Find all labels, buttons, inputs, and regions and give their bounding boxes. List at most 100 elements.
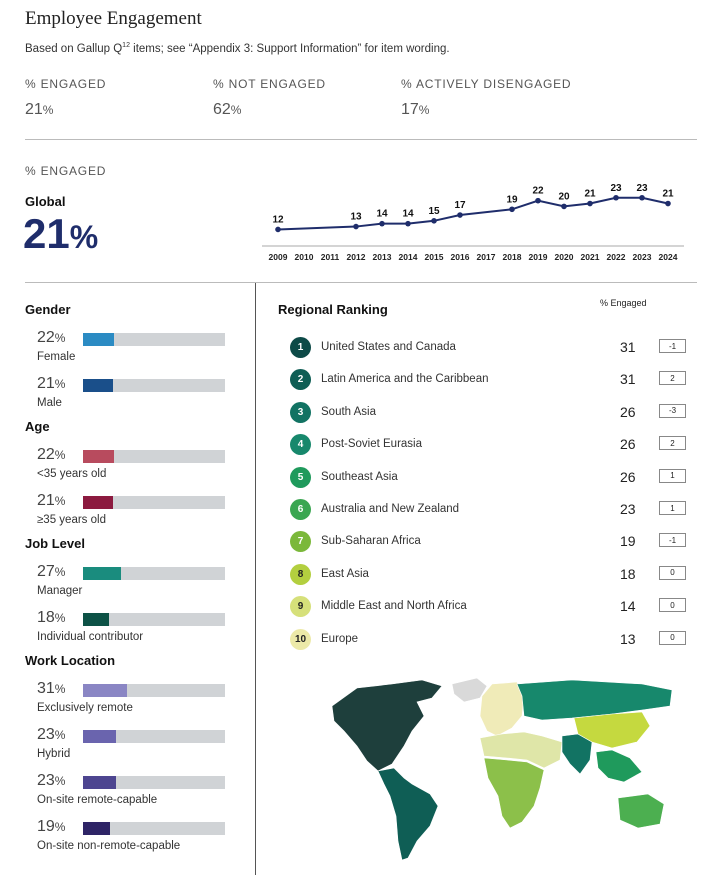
x-tick-label: 2023 [633, 252, 652, 262]
x-tick-label: 2009 [269, 252, 288, 262]
trend-point [639, 194, 645, 201]
demographic-percent: 23% [37, 772, 66, 789]
world-map [331, 677, 673, 861]
trend-point [561, 203, 567, 210]
trend-data-label: 15 [428, 206, 440, 217]
rank-change-badge: 1 [659, 501, 686, 515]
rank-badge: 5 [290, 466, 311, 488]
demographic-bar-track [83, 379, 225, 392]
trend-point [275, 226, 281, 233]
region-engaged-value: 31 [620, 339, 636, 355]
demographic-bar-track [83, 613, 225, 626]
region-engaged-value: 31 [620, 371, 636, 388]
ranking-row: 5 Southeast Asia 26 1 [290, 466, 690, 489]
divider [25, 139, 697, 140]
region-engaged-value: 14 [620, 598, 636, 615]
map-region-greenland [451, 677, 488, 703]
region-name: United States and Canada [321, 341, 456, 353]
demographic-bar-track [83, 730, 225, 743]
demographic-percent: 31% [37, 680, 66, 697]
demographic-bar-fill [83, 613, 109, 626]
map-region-sub-saharan [483, 757, 545, 829]
demographic-percent: 21% [37, 375, 66, 392]
rank-change-badge: 0 [659, 630, 686, 645]
demographic-label: Exclusively remote [37, 702, 133, 714]
demographic-label: On-site non-remote-capable [37, 840, 181, 852]
trend-point [509, 206, 515, 213]
region-engaged-value: 19 [620, 533, 636, 550]
region-name: Europe [321, 632, 359, 645]
rank-change-badge: 2 [659, 371, 686, 386]
summary-value: 21% [25, 101, 54, 118]
region-name: Middle East and North Africa [321, 600, 467, 613]
map-region-mena [479, 731, 563, 769]
demographic-percent: 27% [37, 563, 66, 580]
x-tick-label: 2014 [399, 252, 418, 262]
summary-value: 17% [401, 101, 430, 118]
x-tick-label: 2010 [295, 252, 314, 262]
demographic-label: Manager [37, 585, 83, 597]
demographic-label: ≥35 years old [37, 514, 106, 526]
x-tick-label: 2024 [659, 252, 678, 262]
global-section-label: % ENGAGED [25, 164, 107, 178]
demographic-percent: 21% [37, 492, 66, 509]
x-tick-label: 2013 [373, 252, 392, 262]
demographic-label: Hybrid [37, 748, 71, 760]
vertical-divider [255, 283, 256, 875]
demographic-group-title: Work Location [25, 653, 116, 668]
trend-point [353, 223, 359, 230]
rank-badge: 1 [290, 337, 311, 358]
map-region-north-america [331, 679, 443, 772]
trend-point [431, 218, 437, 224]
demographic-percent: 18% [37, 609, 66, 626]
trend-data-label: 12 [272, 214, 284, 225]
x-tick-label: 2022 [607, 252, 626, 262]
rank-change-badge: 0 [659, 598, 686, 613]
demographic-percent: 22% [37, 446, 66, 463]
trend-data-label: 17 [454, 200, 466, 211]
rank-badge: 8 [290, 563, 311, 585]
demographic-bar-fill [83, 822, 110, 835]
x-tick-label: 2019 [529, 252, 548, 262]
trend-data-label: 14 [402, 209, 414, 220]
ranking-row: 6 Australia and New Zealand 23 1 [290, 499, 690, 521]
trend-data-label: 23 [636, 183, 648, 194]
trend-point [457, 212, 463, 218]
demographic-bar-fill [83, 776, 116, 789]
rank-badge: 2 [290, 369, 311, 391]
demographic-bar-fill [83, 730, 116, 743]
trend-point [405, 220, 411, 227]
map-region-south-asia [561, 733, 593, 775]
trend-data-label: 20 [558, 191, 570, 202]
region-name: East Asia [321, 567, 369, 580]
region-name: Sub-Saharan Africa [321, 535, 421, 548]
demographic-bar-track [83, 450, 225, 463]
ranking-row: 8 East Asia 18 0 [290, 563, 690, 586]
trend-point [379, 220, 385, 227]
demographic-bar-track [83, 684, 225, 697]
trend-data-label: 23 [610, 183, 622, 194]
demographic-label: <35 years old [37, 468, 107, 480]
map-region-europe [479, 681, 525, 737]
x-tick-label: 2017 [477, 252, 496, 262]
rank-badge: 3 [290, 401, 311, 423]
trend-data-label: 14 [376, 209, 388, 220]
page-title: Employee Engagement [25, 8, 202, 29]
demographic-bar-track [83, 567, 225, 580]
rank-change-badge: 2 [659, 436, 686, 451]
demographic-bar-track [83, 776, 225, 789]
trend-point [535, 197, 541, 204]
map-region-oceania [617, 793, 665, 829]
region-name: Latin America and the Caribbean [321, 373, 489, 386]
demographic-bar-track [83, 496, 225, 509]
summary-label: % ACTIVELY DISENGAGED [401, 77, 572, 91]
ranking-row: 1 United States and Canada 31 -1 [290, 337, 690, 359]
demographic-bar-fill [83, 333, 115, 346]
region-engaged-value: 23 [620, 501, 636, 517]
trend-series-line [277, 196, 669, 231]
ranking-row: 4 Post-Soviet Eurasia 26 2 [290, 434, 690, 456]
demographic-bar-fill [83, 684, 128, 697]
x-tick-label: 2012 [347, 252, 366, 262]
x-tick-label: 2021 [581, 252, 600, 262]
